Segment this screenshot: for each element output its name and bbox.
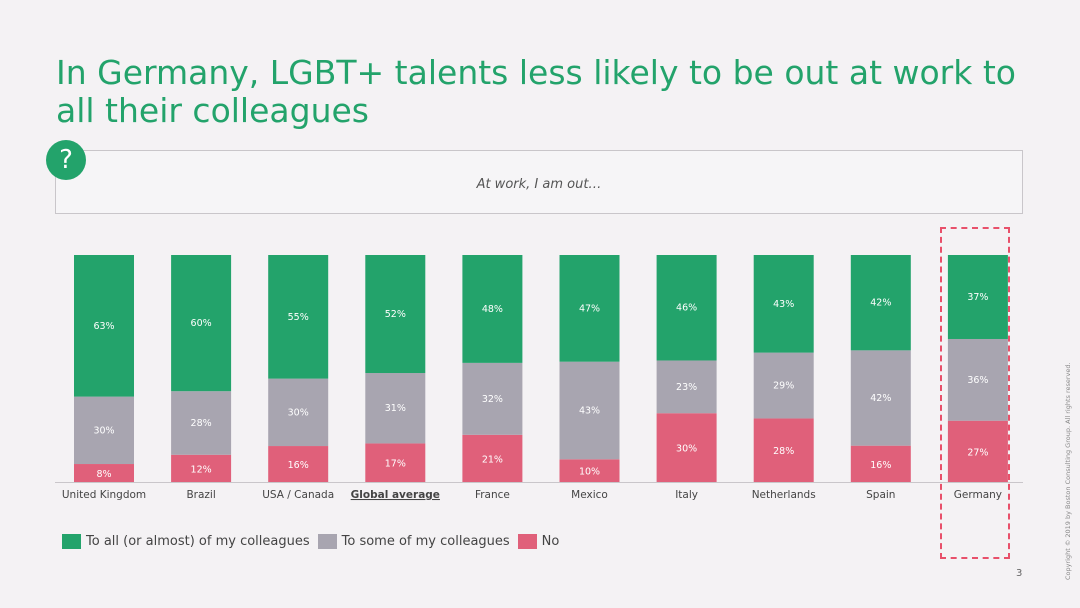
bar-germany-no	[947, 420, 1008, 482]
bar-france-no	[462, 434, 523, 482]
bar-netherlands-to-all-or-almost-of-my-colleagues	[753, 255, 814, 353]
data-label-united-kingdom-to-all-or-almost-of-my-colleagues: 63%	[93, 321, 114, 332]
category-label-italy: Italy	[675, 489, 698, 501]
data-label-global-average-no: 17%	[385, 459, 406, 470]
data-label-mexico-to-all-or-almost-of-my-colleagues: 47%	[579, 303, 600, 314]
category-label-usa-canada: USA / Canada	[262, 489, 334, 501]
bar-italy-to-some-of-my-colleagues	[656, 360, 717, 414]
data-label-global-average-to-all-or-almost-of-my-colleagues: 52%	[385, 309, 406, 320]
data-label-spain-to-all-or-almost-of-my-colleagues: 42%	[870, 298, 891, 309]
data-label-netherlands-no: 28%	[773, 446, 794, 457]
data-label-united-kingdom-to-some-of-my-colleagues: 30%	[93, 425, 114, 436]
data-label-usa-canada-to-some-of-my-colleagues: 30%	[288, 407, 309, 418]
bar-usa-canada-no	[268, 446, 329, 482]
data-label-mexico-no: 10%	[579, 467, 600, 478]
question-mark-icon: ?	[46, 140, 86, 180]
bar-united-kingdom-no	[74, 464, 134, 482]
category-label-netherlands: Netherlands	[752, 489, 816, 501]
bar-france-to-some-of-my-colleagues	[462, 362, 523, 435]
bar-netherlands-no	[753, 418, 814, 482]
data-label-usa-canada-no: 16%	[288, 460, 309, 471]
data-label-spain-to-some-of-my-colleagues: 42%	[870, 393, 891, 404]
bar-usa-canada-to-all-or-almost-of-my-colleagues	[268, 255, 329, 379]
bar-italy-to-all-or-almost-of-my-colleagues	[656, 255, 717, 361]
bar-usa-canada-to-some-of-my-colleagues	[268, 378, 329, 447]
bar-france-to-all-or-almost-of-my-colleagues	[462, 255, 523, 363]
data-label-germany-to-some-of-my-colleagues: 36%	[967, 375, 988, 386]
category-label-france: France	[475, 489, 510, 501]
legend-label-no: No	[541, 534, 560, 549]
bar-mexico-to-some-of-my-colleagues	[559, 361, 620, 460]
bar-brazil-to-some-of-my-colleagues	[171, 391, 232, 455]
category-label-spain: Spain	[866, 489, 895, 501]
data-label-global-average-to-some-of-my-colleagues: 31%	[385, 403, 406, 414]
category-label-mexico: Mexico	[571, 489, 608, 501]
data-label-germany-no: 27%	[967, 447, 988, 458]
bar-germany-to-all-or-almost-of-my-colleagues	[947, 255, 1008, 339]
question-text: At work, I am out…	[476, 177, 602, 192]
bar-brazil-no	[171, 454, 232, 482]
data-label-brazil-no: 12%	[191, 464, 212, 475]
category-label-united-kingdom: United Kingdom	[62, 489, 146, 501]
category-label-germany: Germany	[954, 489, 1002, 501]
data-label-usa-canada-to-all-or-almost-of-my-colleagues: 55%	[288, 312, 309, 323]
data-label-brazil-to-all-or-almost-of-my-colleagues: 60%	[191, 318, 212, 329]
data-label-mexico-to-some-of-my-colleagues: 43%	[579, 405, 600, 416]
bar-global-average-no	[365, 443, 426, 482]
data-label-france-no: 21%	[482, 454, 503, 465]
data-label-italy-no: 30%	[676, 444, 697, 455]
chart-legend: To all (or almost) of my colleagues To s…	[62, 534, 567, 549]
data-label-brazil-to-some-of-my-colleagues: 28%	[191, 418, 212, 429]
legend-swatch-all	[62, 534, 81, 549]
data-label-germany-to-all-or-almost-of-my-colleagues: 37%	[967, 292, 988, 303]
data-label-france-to-some-of-my-colleagues: 32%	[482, 394, 503, 405]
legend-item-all: To all (or almost) of my colleagues	[62, 534, 310, 549]
bar-mexico-to-all-or-almost-of-my-colleagues	[559, 255, 620, 362]
legend-item-no: No	[517, 534, 560, 549]
category-label-global-average: Global average	[351, 489, 440, 501]
bar-spain-no	[850, 445, 911, 482]
bar-spain-to-all-or-almost-of-my-colleagues	[850, 255, 911, 351]
bar-global-average-to-all-or-almost-of-my-colleagues	[365, 255, 426, 374]
data-label-spain-no: 16%	[870, 460, 891, 471]
data-label-netherlands-to-some-of-my-colleagues: 29%	[773, 381, 794, 392]
bar-united-kingdom-to-some-of-my-colleagues	[74, 396, 134, 465]
bar-mexico-no	[559, 459, 620, 482]
bar-netherlands-to-some-of-my-colleagues	[753, 352, 814, 419]
data-label-netherlands-to-all-or-almost-of-my-colleagues: 43%	[773, 299, 794, 310]
category-label-brazil: Brazil	[186, 489, 215, 501]
page-title: In Germany, LGBT+ talents less likely to…	[56, 53, 1016, 130]
germany-highlight-box	[940, 227, 1010, 559]
bar-italy-no	[656, 413, 717, 482]
bar-germany-to-some-of-my-colleagues	[947, 338, 1008, 421]
legend-swatch-some	[317, 534, 337, 549]
copyright-notice: Copyright © 2019 by Boston Consulting Gr…	[1064, 362, 1072, 580]
legend-label-some: To some of my colleagues	[341, 534, 510, 549]
legend-swatch-no	[517, 534, 537, 549]
data-label-france-to-all-or-almost-of-my-colleagues: 48%	[482, 304, 503, 315]
page-number: 3	[1016, 568, 1023, 579]
data-label-united-kingdom-no: 8%	[96, 469, 111, 480]
bar-global-average-to-some-of-my-colleagues	[365, 373, 426, 444]
data-label-italy-to-all-or-almost-of-my-colleagues: 46%	[676, 303, 697, 314]
bar-spain-to-some-of-my-colleagues	[850, 350, 911, 446]
legend-label-all: To all (or almost) of my colleagues	[86, 534, 310, 549]
legend-item-some: To some of my colleagues	[317, 534, 510, 549]
bar-united-kingdom-to-all-or-almost-of-my-colleagues	[74, 255, 134, 397]
question-box: At work, I am out…	[55, 150, 1023, 214]
bar-brazil-to-all-or-almost-of-my-colleagues	[171, 255, 232, 392]
data-label-italy-to-some-of-my-colleagues: 23%	[676, 382, 697, 393]
